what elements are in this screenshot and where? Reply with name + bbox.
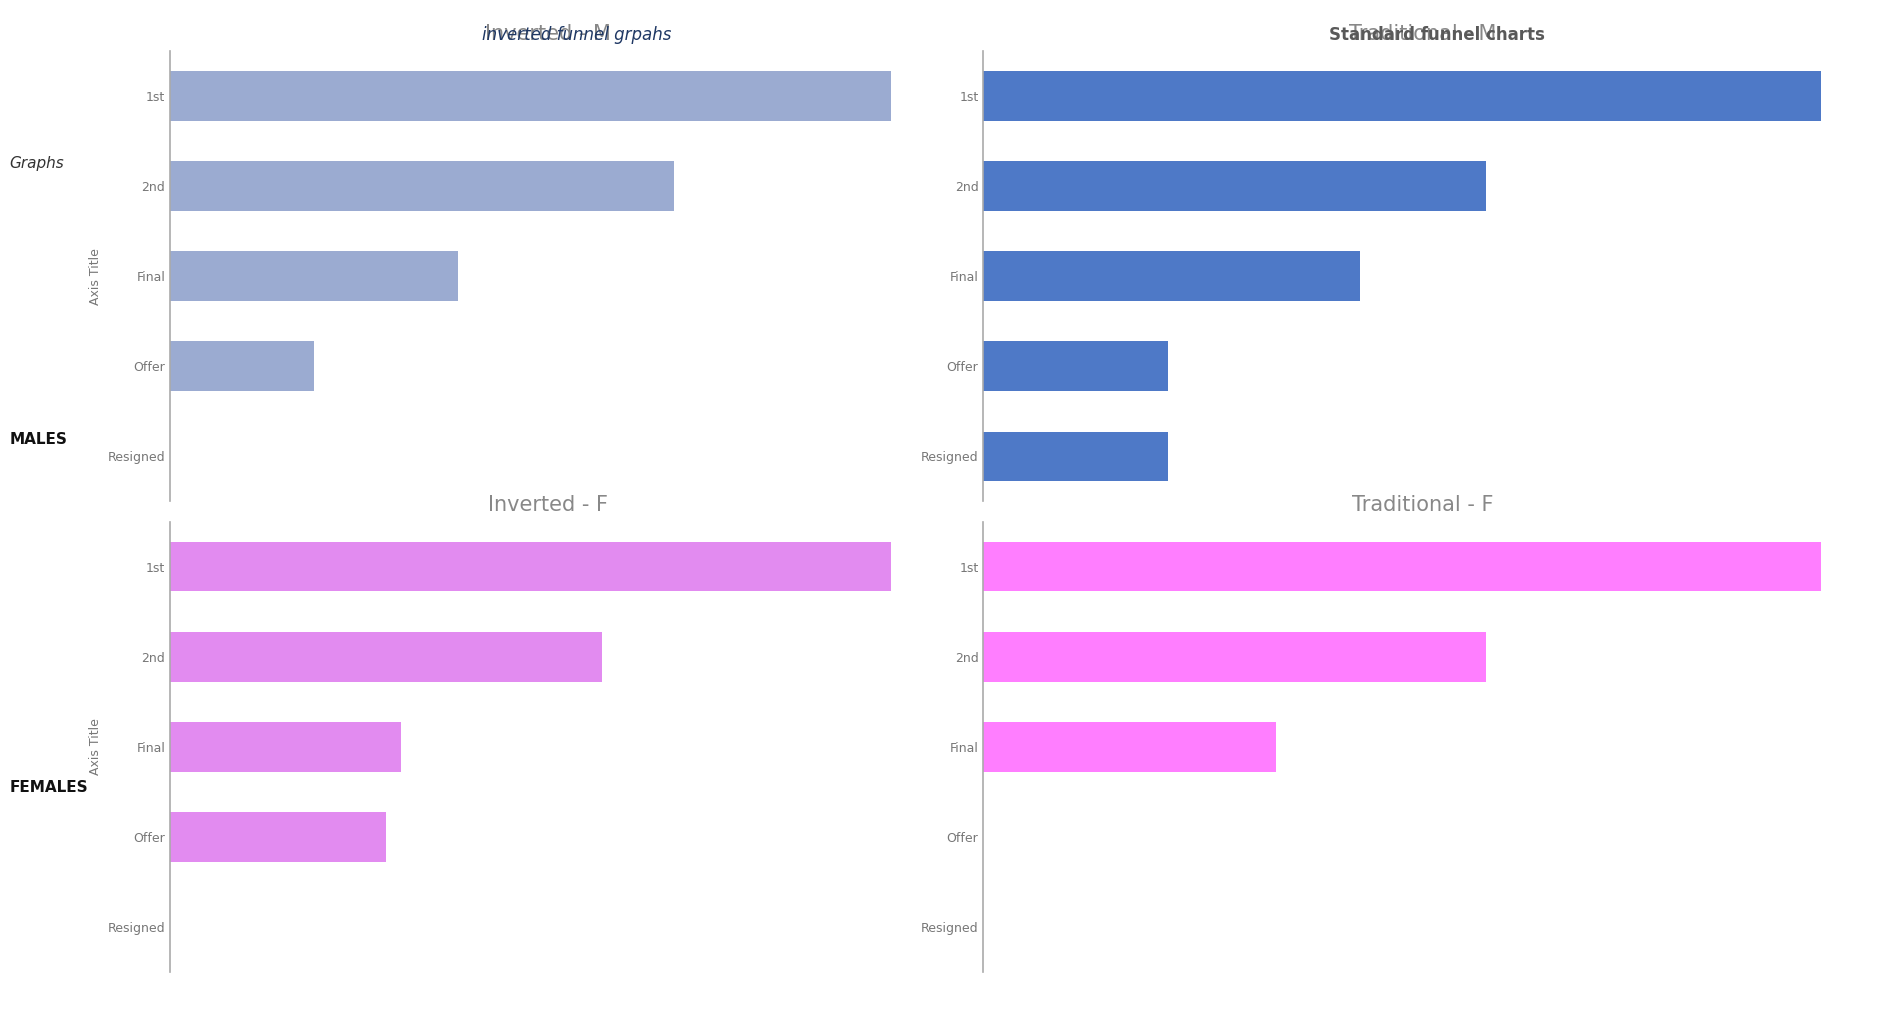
Bar xyxy=(983,722,1276,771)
Bar xyxy=(170,812,386,861)
Bar xyxy=(170,342,314,391)
Bar xyxy=(170,72,891,121)
Bar xyxy=(170,542,891,591)
Title: Traditional - M: Traditional - M xyxy=(1350,24,1496,44)
Text: inverted funnel grpahs: inverted funnel grpahs xyxy=(482,26,671,44)
Text: MALES: MALES xyxy=(9,433,68,447)
Bar xyxy=(983,342,1167,391)
Title: Traditional - F: Traditional - F xyxy=(1352,494,1494,515)
Title: Inverted - M: Inverted - M xyxy=(486,24,611,44)
Bar xyxy=(170,252,458,301)
Y-axis label: Axis Title: Axis Title xyxy=(89,248,102,305)
Bar xyxy=(983,252,1360,301)
Title: Inverted - F: Inverted - F xyxy=(488,494,609,515)
Bar xyxy=(983,632,1486,681)
Text: Standard funnel charts: Standard funnel charts xyxy=(1329,26,1545,44)
Bar xyxy=(983,542,1821,591)
Text: FEMALES: FEMALES xyxy=(9,781,89,795)
Bar xyxy=(170,632,603,681)
Bar xyxy=(170,722,401,771)
Bar xyxy=(170,162,675,211)
Text: Graphs: Graphs xyxy=(9,157,64,171)
Bar xyxy=(983,432,1167,481)
Bar xyxy=(983,72,1821,121)
Y-axis label: Axis Title: Axis Title xyxy=(89,718,102,775)
Bar xyxy=(983,162,1486,211)
